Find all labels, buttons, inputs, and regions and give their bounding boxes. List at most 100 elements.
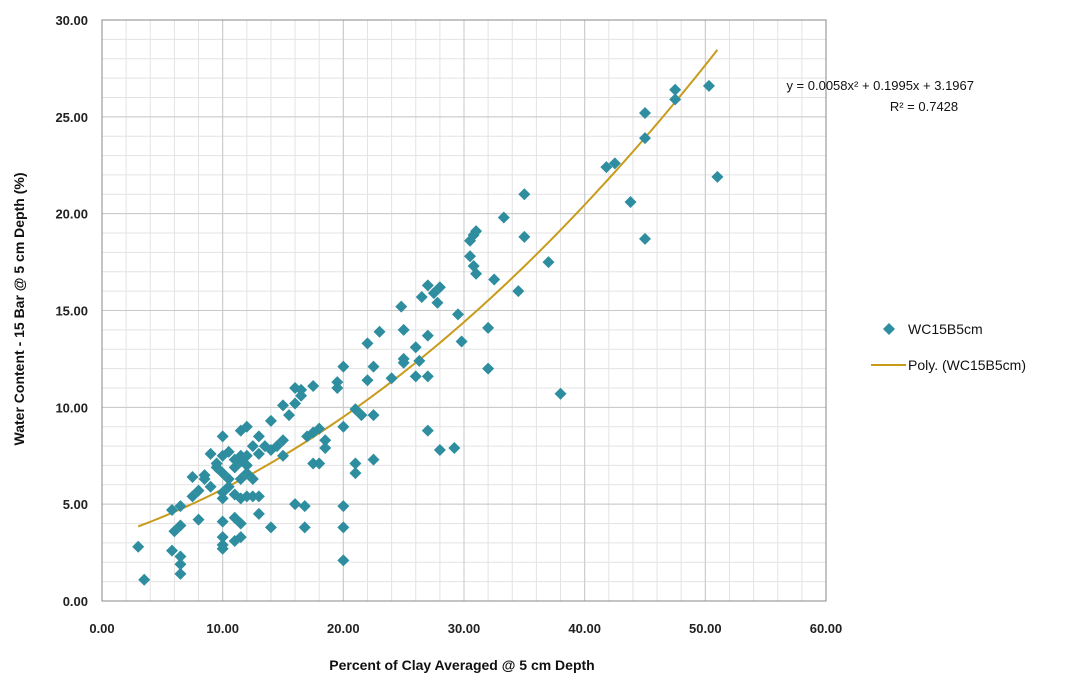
y-tick-label: 0.00: [63, 594, 88, 609]
data-point: [234, 531, 247, 544]
x-tick-label: 50.00: [689, 621, 722, 636]
data-point: [433, 281, 446, 294]
legend-diamond-marker: [883, 323, 895, 335]
data-point: [361, 374, 374, 387]
data-point: [624, 196, 637, 209]
data-point: [307, 457, 320, 470]
x-tick-label: 40.00: [568, 621, 601, 636]
data-point: [174, 519, 187, 532]
y-tick-label: 10.00: [55, 400, 88, 415]
data-point: [455, 335, 468, 348]
data-point: [289, 397, 302, 410]
x-tick-label: 60.00: [810, 621, 843, 636]
data-point: [138, 573, 151, 586]
data-point: [165, 544, 178, 557]
data-point: [192, 513, 205, 526]
data-point: [174, 500, 187, 513]
data-point: [204, 447, 217, 460]
data-point: [451, 308, 464, 321]
data-point: [295, 389, 308, 402]
x-axis-ticks: 0.00 10.00 20.00 30.00 40.00 50.00 60.00: [89, 621, 842, 636]
data-point: [307, 380, 320, 393]
data-point: [518, 230, 531, 243]
data-point: [367, 360, 380, 373]
data-point: [482, 362, 495, 375]
y-tick-label: 30.00: [55, 13, 88, 28]
data-point: [542, 256, 555, 269]
data-point: [367, 409, 380, 422]
major-gridlines: [101, 19, 827, 602]
data-point: [216, 542, 229, 555]
data-point: [518, 188, 531, 201]
trendline-equation: y = 0.0058x² + 0.1995x + 3.1967: [786, 78, 974, 93]
data-point: [216, 531, 229, 544]
data-points-layer: [132, 79, 724, 586]
data-point: [337, 554, 350, 567]
x-tick-label: 0.00: [89, 621, 114, 636]
data-point: [639, 106, 651, 119]
data-point: [554, 387, 567, 400]
data-point: [298, 521, 311, 534]
data-point: [409, 370, 422, 383]
trendline-layer: [137, 49, 719, 528]
data-point: [482, 321, 495, 334]
data-point: [216, 430, 229, 443]
data-point: [470, 267, 483, 280]
data-point: [337, 500, 350, 513]
polynomial-trendline: [137, 49, 719, 528]
data-point: [222, 480, 235, 493]
data-point: [234, 517, 247, 530]
data-point: [397, 356, 410, 369]
data-point: [608, 157, 621, 170]
data-point: [639, 132, 651, 145]
data-point: [246, 440, 259, 453]
x-axis-title: Percent of Clay Averaged @ 5 cm Depth: [329, 657, 594, 673]
data-point: [298, 500, 311, 513]
data-point: [174, 558, 187, 571]
data-point: [361, 337, 374, 350]
data-point: [409, 341, 422, 354]
data-point: [337, 521, 350, 534]
data-point: [319, 442, 332, 455]
data-point: [222, 445, 235, 458]
data-point: [470, 225, 483, 238]
data-point: [433, 443, 446, 456]
data-point: [313, 457, 326, 470]
data-point: [313, 422, 326, 435]
data-point: [186, 471, 199, 484]
data-point: [174, 550, 187, 563]
data-point: [277, 449, 289, 462]
data-point: [240, 449, 253, 462]
data-point: [373, 325, 386, 338]
data-point: [174, 567, 187, 580]
data-point: [277, 434, 289, 447]
data-point: [132, 540, 145, 553]
data-point: [240, 420, 253, 433]
data-point: [252, 447, 265, 460]
plot-area: [101, 19, 827, 602]
data-point: [240, 490, 253, 503]
data-point: [711, 170, 724, 183]
data-point: [497, 211, 510, 224]
data-point: [210, 457, 223, 470]
y-tick-label: 15.00: [55, 304, 88, 319]
legend-trendline-label: Poly. (WC15B5cm): [908, 357, 1026, 373]
r-squared-label: R² = 0.7428: [890, 99, 958, 114]
data-point: [600, 161, 613, 174]
y-tick-label: 20.00: [55, 207, 88, 222]
legend: WC15B5cm Poly. (WC15B5cm): [871, 321, 1026, 373]
data-point: [165, 503, 178, 516]
data-point: [421, 279, 434, 292]
legend-series-label: WC15B5cm: [908, 321, 983, 337]
data-point: [289, 498, 302, 511]
data-point: [669, 93, 682, 106]
data-point: [367, 453, 380, 466]
data-point: [349, 467, 362, 480]
data-point: [385, 372, 398, 385]
data-point: [397, 323, 410, 336]
data-point: [331, 381, 344, 394]
data-point: [349, 457, 362, 470]
data-point: [448, 442, 461, 455]
data-point: [192, 484, 205, 497]
